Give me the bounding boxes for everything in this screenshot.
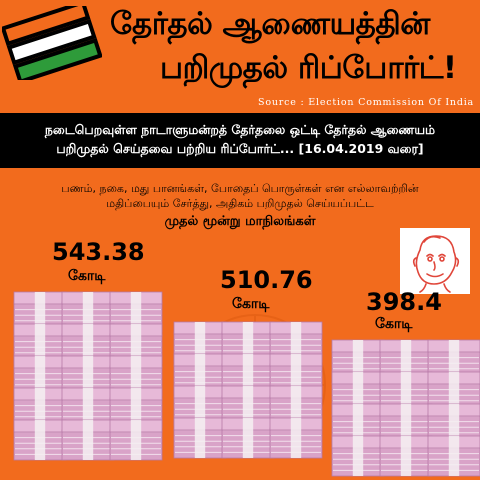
description-line-2: மதிப்பையும் சேர்த்து, அதிகம் பறிமுதல் செ… [106,197,374,210]
subheading: முதல் மூன்று மாநிலங்கள் [164,214,316,229]
cash-bundle [13,419,67,461]
title-line-2: பறிமுதல் ரிப்போர்ட்! [160,50,457,86]
state-2-unit: கோடி [232,296,270,312]
description-line-1: பணம், நகை, மது பானங்கள், போதைப் பொருள்கள… [61,182,419,195]
cash-bundle [173,417,227,459]
state-3-amount: 398.4 [366,288,442,316]
cash-bundle [269,417,323,459]
state-2-amount: 510.76 [220,266,313,294]
banner-line-2: பறிமுதல் செய்தவை பற்றிய ரிப்போர்ட்... [1… [56,141,424,156]
title-line-1: தேர்தல் ஆணையத்தின் [110,6,430,42]
cash-bundle [61,419,115,461]
source-credit: Source : Election Commission Of India [258,97,474,108]
banner-band: நடைபெறவுள்ள நாடாளுமன்றத் தேர்தலை ஒட்டி த… [0,113,480,168]
state-3-unit: கோடி [375,316,413,332]
cash-bundle [379,435,433,477]
state-1-amount: 543.38 [52,238,145,266]
state-1-unit: கோடி [68,268,106,284]
cartoon-mascot-icon [400,228,470,294]
cash-bundle [427,435,480,477]
banner-line-1: நடைபெறவுள்ள நாடாளுமன்றத் தேர்தலை ஒட்டி த… [44,122,436,137]
cash-bundle [109,419,163,461]
cash-bundle [221,417,275,459]
cash-bundle [331,435,385,477]
tricolor-ballot-logo-icon [2,6,102,80]
